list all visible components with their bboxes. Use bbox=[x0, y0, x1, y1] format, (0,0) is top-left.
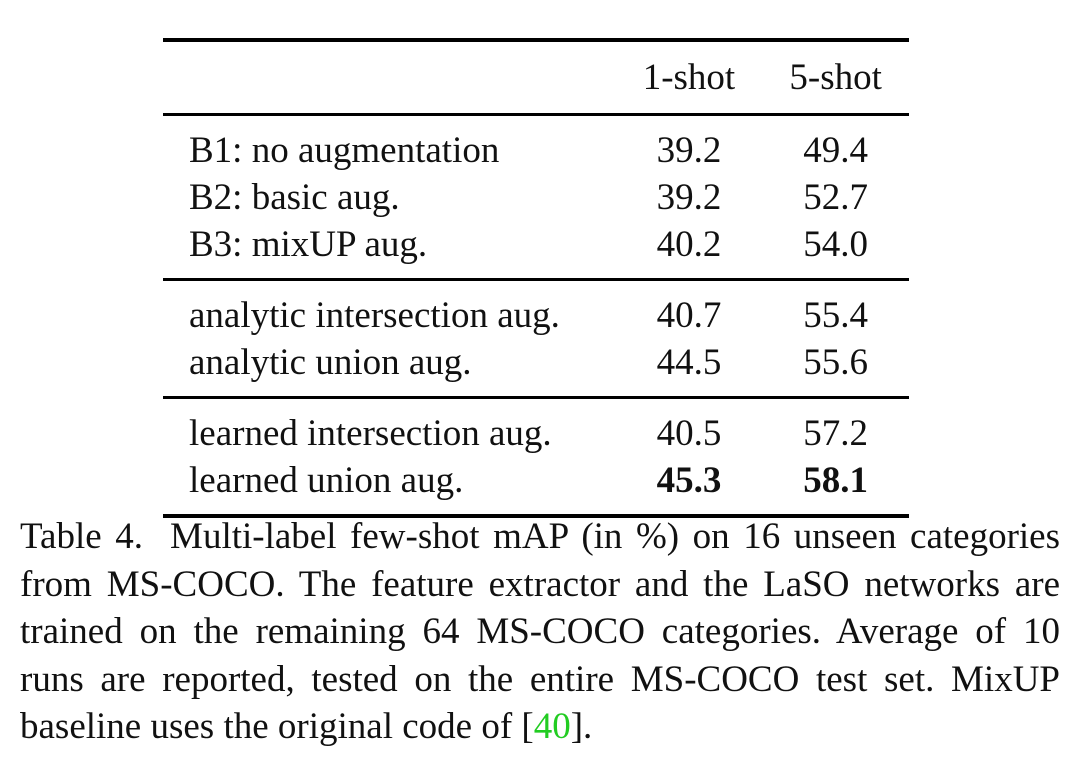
results-table-container: 1-shot 5-shot B1: no augmentation 39.2 4… bbox=[163, 38, 909, 518]
caption-label: Table 4. bbox=[20, 516, 143, 557]
table-row: learned intersection aug. 40.5 57.2 bbox=[163, 398, 909, 458]
row-1-shot-value: 44.5 bbox=[656, 342, 722, 383]
row-5-shot-value: 49.4 bbox=[803, 130, 869, 171]
table-row: B1: no augmentation 39.2 49.4 bbox=[163, 115, 909, 175]
row-1-shot-value: 39.2 bbox=[656, 130, 722, 171]
row-method: learned intersection aug. bbox=[189, 413, 552, 454]
row-1-shot-value: 40.2 bbox=[656, 224, 722, 265]
header-1-shot: 1-shot bbox=[642, 57, 736, 98]
group-analytic: analytic intersection aug. 40.7 55.4 ana… bbox=[163, 279, 909, 398]
table-header: 1-shot 5-shot bbox=[163, 40, 909, 115]
row-method: B3: mixUP aug. bbox=[189, 224, 428, 265]
group-learned: learned intersection aug. 40.5 57.2 lear… bbox=[163, 397, 909, 516]
row-method: analytic union aug. bbox=[189, 342, 472, 383]
table-row: analytic intersection aug. 40.7 55.4 bbox=[163, 280, 909, 340]
row-1-shot-value: 40.5 bbox=[656, 413, 722, 454]
header-row: 1-shot 5-shot bbox=[163, 40, 909, 115]
row-5-shot-value: 55.4 bbox=[803, 295, 869, 336]
row-5-shot-value-best: 58.1 bbox=[803, 460, 869, 501]
table-caption: Table 4. Multi-label few-shot mAP (in %)… bbox=[20, 513, 1060, 751]
row-1-shot-value: 39.2 bbox=[656, 177, 722, 218]
row-5-shot-value: 55.6 bbox=[803, 342, 869, 383]
row-1-shot-value: 40.7 bbox=[656, 295, 722, 336]
group-baselines: B1: no augmentation 39.2 49.4 B2: basic … bbox=[163, 114, 909, 280]
row-method: analytic intersection aug. bbox=[189, 295, 560, 336]
row-5-shot-value: 57.2 bbox=[803, 413, 869, 454]
row-5-shot-value: 54.0 bbox=[803, 224, 869, 265]
header-method bbox=[163, 40, 616, 115]
row-method: B1: no augmentation bbox=[189, 130, 500, 171]
caption-text: Multi-label few-shot mAP (in %) on 16 un… bbox=[20, 516, 1060, 747]
table-row: B3: mixUP aug. 40.2 54.0 bbox=[163, 221, 909, 280]
results-table: 1-shot 5-shot B1: no augmentation 39.2 4… bbox=[163, 38, 909, 518]
caption-tail: ]. bbox=[570, 706, 593, 747]
table-row: B2: basic aug. 39.2 52.7 bbox=[163, 174, 909, 221]
row-method: B2: basic aug. bbox=[189, 177, 400, 218]
row-1-shot-value-best: 45.3 bbox=[656, 460, 722, 501]
citation-link[interactable]: 40 bbox=[533, 706, 571, 747]
row-method: learned union aug. bbox=[189, 460, 464, 501]
table-row: analytic union aug. 44.5 55.6 bbox=[163, 339, 909, 398]
header-5-shot: 5-shot bbox=[789, 57, 882, 98]
row-5-shot-value: 52.7 bbox=[803, 177, 869, 218]
table-row: learned union aug. 45.3 58.1 bbox=[163, 457, 909, 516]
